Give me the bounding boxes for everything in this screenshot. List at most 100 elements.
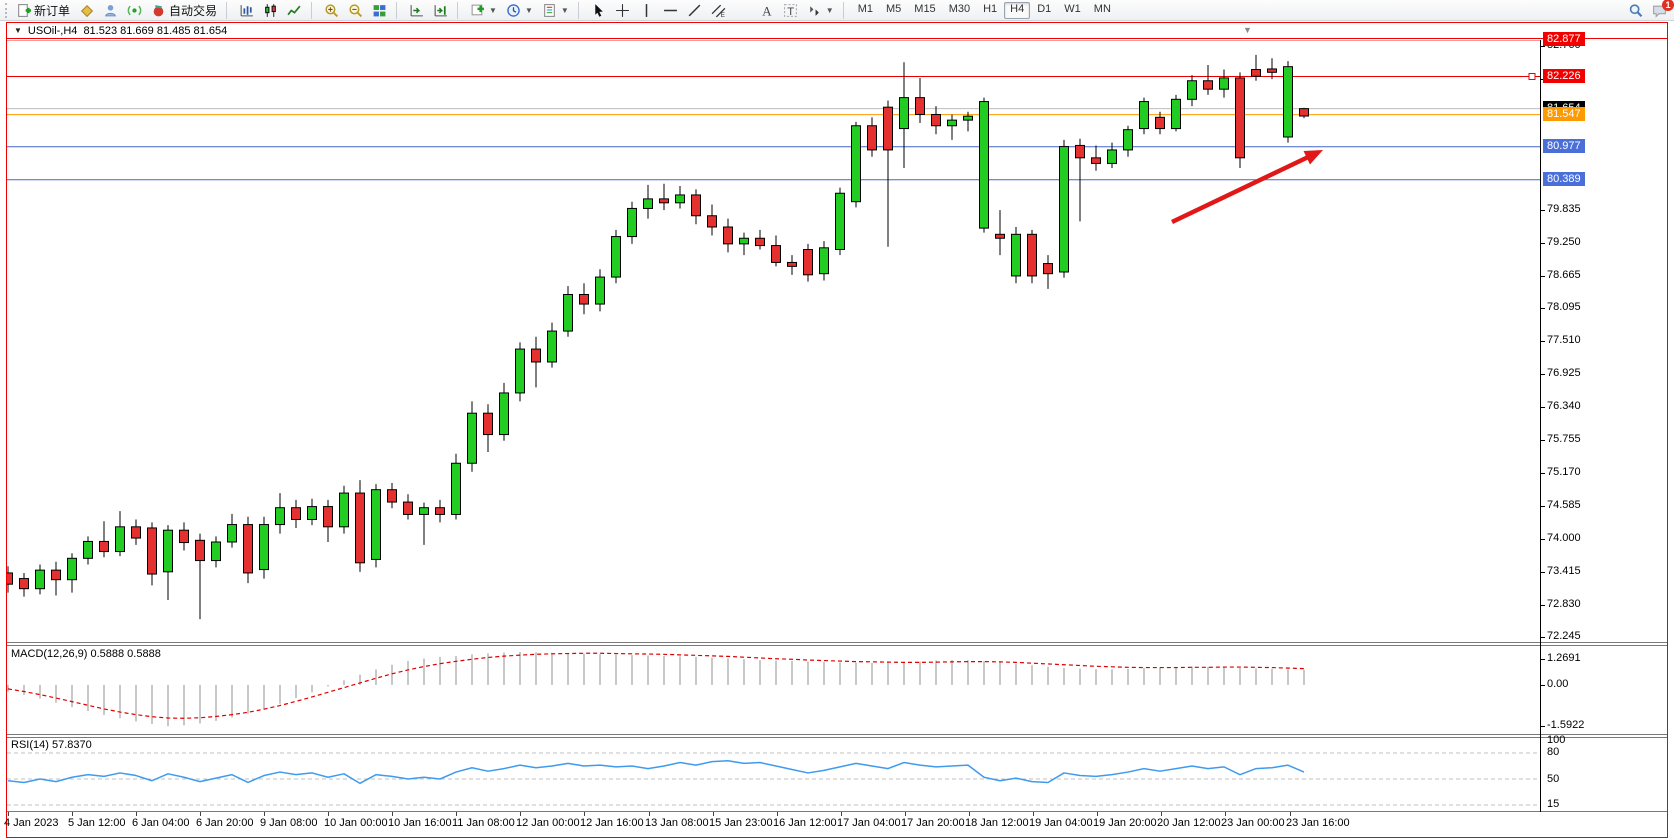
candle[interactable]: [851, 125, 861, 203]
tile-windows-button[interactable]: [368, 1, 391, 20]
candle[interactable]: [1043, 263, 1053, 275]
candle[interactable]: [1299, 108, 1309, 117]
candle[interactable]: [259, 524, 269, 571]
candle[interactable]: [883, 106, 893, 151]
candle[interactable]: [563, 294, 573, 332]
candle[interactable]: [243, 524, 253, 574]
line-chart-button[interactable]: [283, 1, 306, 20]
trend-arrow-line[interactable]: [1171, 153, 1312, 225]
candle[interactable]: [1187, 80, 1197, 100]
timeframe-d1-button[interactable]: D1: [1037, 2, 1052, 15]
vertical-line-button[interactable]: [635, 1, 658, 20]
text-label-button[interactable]: T: [779, 1, 802, 20]
candle[interactable]: [179, 529, 189, 544]
candle[interactable]: [1139, 101, 1149, 130]
candle[interactable]: [499, 392, 509, 436]
candle[interactable]: [419, 507, 429, 515]
candle[interactable]: [323, 506, 333, 528]
price-chart[interactable]: [7, 40, 1540, 642]
candle[interactable]: [723, 226, 733, 245]
zoom-out-button[interactable]: [344, 1, 367, 20]
candle[interactable]: [771, 245, 781, 263]
chevron-down-icon[interactable]: ▼: [560, 5, 569, 15]
candle[interactable]: [803, 249, 813, 276]
candle[interactable]: [931, 114, 941, 127]
candle[interactable]: [1027, 233, 1037, 277]
macd-splitter[interactable]: [7, 642, 1667, 646]
candle[interactable]: [1011, 233, 1021, 277]
crosshair-button[interactable]: [611, 1, 634, 20]
candle[interactable]: [1219, 77, 1229, 90]
trend-arrow-head[interactable]: [1303, 150, 1323, 165]
candle[interactable]: [1235, 77, 1245, 159]
chat-button[interactable]: 1: [1648, 0, 1674, 20]
indicators-button[interactable]: ▼: [466, 1, 501, 20]
timeframe-m15-button[interactable]: M15: [914, 2, 936, 15]
candlestick-button[interactable]: [259, 1, 282, 20]
timeframe-m30-button[interactable]: M30: [948, 2, 971, 15]
chevron-down-icon[interactable]: ▼: [489, 5, 497, 15]
candle[interactable]: [1123, 129, 1133, 151]
equidistant-channel-button[interactable]: E: [707, 1, 730, 20]
candle[interactable]: [451, 462, 461, 515]
hline-handle[interactable]: [1528, 72, 1536, 80]
candle[interactable]: [579, 294, 589, 305]
candle[interactable]: [195, 539, 205, 562]
bar-chart-button[interactable]: [235, 1, 258, 20]
candle[interactable]: [387, 489, 397, 503]
profiles-button[interactable]: [99, 1, 122, 20]
candle[interactable]: [307, 506, 317, 520]
candle[interactable]: [1107, 149, 1117, 164]
candle[interactable]: [275, 507, 285, 526]
horizontal-line-button[interactable]: [659, 1, 682, 20]
candle[interactable]: [339, 492, 349, 528]
candle[interactable]: [1267, 68, 1277, 73]
candle[interactable]: [787, 261, 797, 267]
candle[interactable]: [355, 492, 365, 564]
candle[interactable]: [147, 527, 157, 575]
chevron-down-icon[interactable]: ▼: [14, 26, 22, 35]
rsi-panel[interactable]: [7, 737, 1540, 811]
candle[interactable]: [211, 541, 221, 562]
candle[interactable]: [739, 237, 749, 245]
candle[interactable]: [483, 412, 493, 436]
candle[interactable]: [963, 115, 973, 121]
candle[interactable]: [707, 215, 717, 228]
candle[interactable]: [51, 569, 61, 581]
candle[interactable]: [515, 348, 525, 394]
candle[interactable]: [915, 97, 925, 115]
macd-panel[interactable]: [7, 646, 1540, 734]
chart-shift-button[interactable]: [429, 1, 452, 20]
timeframe-m1-button[interactable]: M1: [857, 2, 873, 15]
candle[interactable]: [467, 412, 477, 464]
candle[interactable]: [1171, 98, 1181, 130]
new-chart-button[interactable]: [75, 1, 98, 20]
candle[interactable]: [1075, 144, 1085, 159]
signals-button[interactable]: [123, 1, 146, 20]
chevron-down-icon[interactable]: ▼: [825, 5, 834, 15]
candle[interactable]: [835, 192, 845, 250]
timeframe-h1-button[interactable]: H1: [983, 2, 998, 15]
candle[interactable]: [1155, 116, 1165, 130]
candle[interactable]: [227, 524, 237, 543]
text-button[interactable]: A: [755, 1, 778, 20]
candle[interactable]: [691, 194, 701, 217]
candle[interactable]: [83, 540, 93, 559]
trendline-button[interactable]: [683, 1, 706, 20]
candle[interactable]: [595, 276, 605, 305]
candle[interactable]: [675, 194, 685, 204]
candle[interactable]: [435, 507, 445, 515]
candle[interactable]: [67, 557, 77, 581]
candle[interactable]: [979, 101, 989, 229]
candle[interactable]: [643, 198, 653, 209]
cursor-button[interactable]: [587, 1, 610, 20]
candle[interactable]: [899, 97, 909, 130]
candle[interactable]: [35, 569, 45, 590]
candle[interactable]: [7, 572, 13, 585]
candle[interactable]: [1091, 157, 1101, 164]
candle[interactable]: [995, 233, 1005, 239]
chevron-down-icon[interactable]: ▼: [524, 5, 533, 15]
timeframe-w1-button[interactable]: W1: [1064, 2, 1081, 15]
candle[interactable]: [371, 489, 381, 560]
candle[interactable]: [403, 501, 413, 515]
